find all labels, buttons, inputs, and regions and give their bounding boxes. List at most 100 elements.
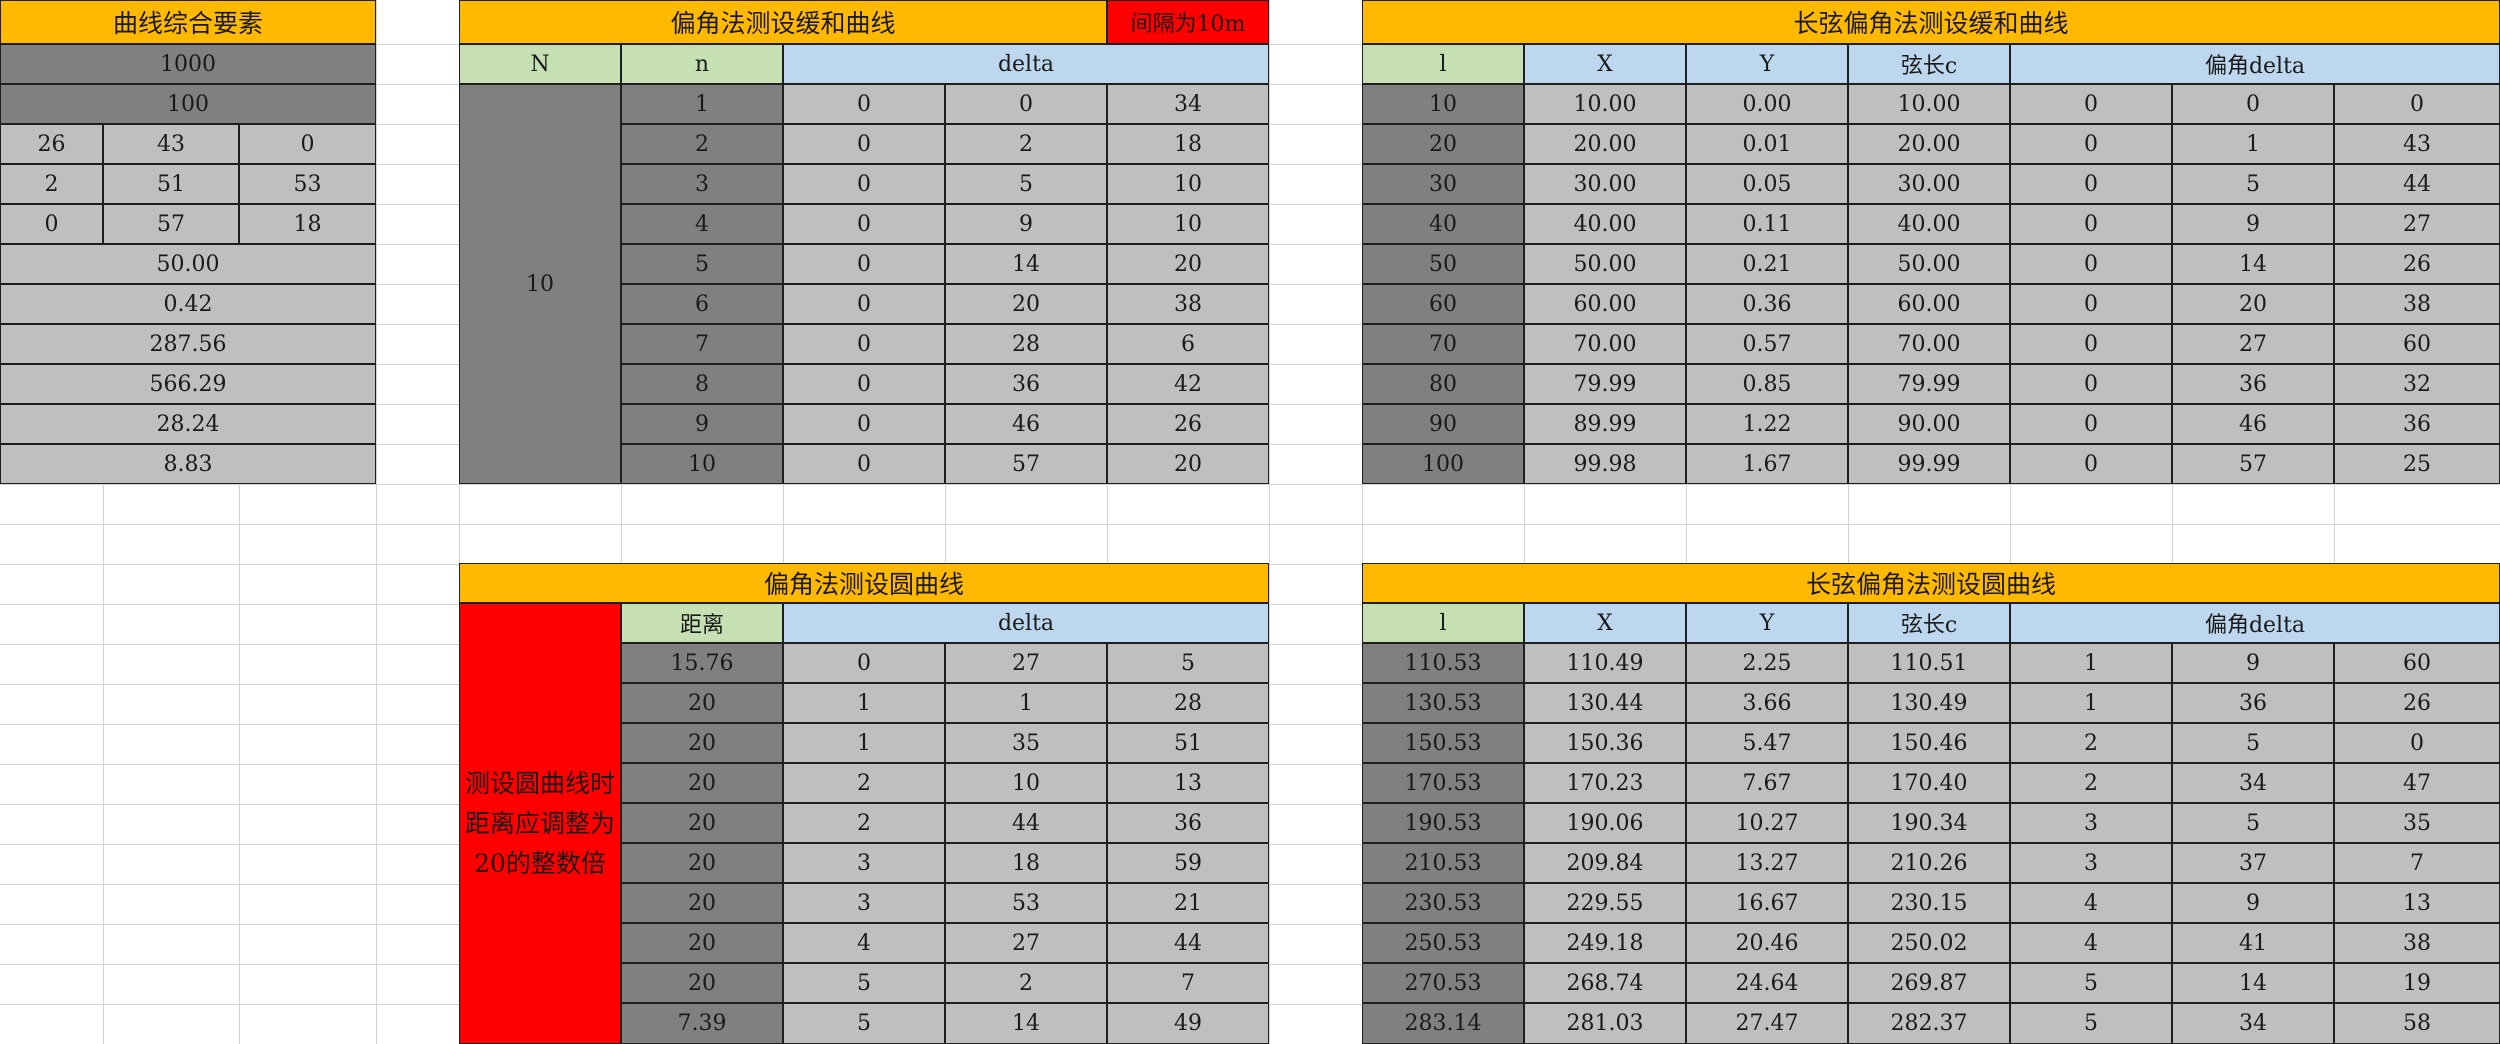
l-value-cell[interactable]: 70 <box>1362 324 1524 364</box>
delta-degree-cell[interactable]: 0 <box>783 324 945 364</box>
delta-degree-cell[interactable]: 3 <box>2010 803 2172 843</box>
l-value-cell[interactable]: 210.53 <box>1362 843 1524 883</box>
delta-degree-cell[interactable]: 0 <box>2010 364 2172 404</box>
long-chord-circular-title[interactable]: 长弦偏角法测设圆曲线 <box>1362 563 2500 603</box>
l-value-cell[interactable]: 283.14 <box>1362 1003 1524 1044</box>
x-value-cell[interactable]: 60.00 <box>1524 284 1686 324</box>
interval-note-cell[interactable]: 间隔为10m <box>1107 0 1269 44</box>
l-value-cell[interactable]: 190.53 <box>1362 803 1524 843</box>
delta-second-cell[interactable]: 32 <box>2334 364 2500 404</box>
angle-degree-cell[interactable]: 2 <box>0 164 103 204</box>
delta-minute-cell[interactable]: 57 <box>2172 444 2334 484</box>
header-l[interactable]: l <box>1362 603 1524 643</box>
delta-degree-cell[interactable]: 0 <box>2010 124 2172 164</box>
delta-minute-cell[interactable]: 46 <box>945 404 1107 444</box>
delta-minute-cell[interactable]: 9 <box>945 204 1107 244</box>
delta-minute-cell[interactable]: 28 <box>945 324 1107 364</box>
l-value-cell[interactable]: 170.53 <box>1362 763 1524 803</box>
l-value-cell[interactable]: 60 <box>1362 284 1524 324</box>
delta-second-cell[interactable]: 38 <box>1107 284 1269 324</box>
x-value-cell[interactable]: 281.03 <box>1524 1003 1686 1044</box>
chord-value-cell[interactable]: 79.99 <box>1848 364 2010 404</box>
y-value-cell[interactable]: 20.46 <box>1686 923 1848 963</box>
point-index-cell[interactable]: 4 <box>621 204 783 244</box>
distance-cell[interactable]: 20 <box>621 883 783 923</box>
element-value-cell[interactable]: 566.29 <box>0 364 376 404</box>
l-value-cell[interactable]: 270.53 <box>1362 963 1524 1003</box>
delta-second-cell[interactable]: 21 <box>1107 883 1269 923</box>
y-value-cell[interactable]: 27.47 <box>1686 1003 1848 1044</box>
point-index-cell[interactable]: 8 <box>621 364 783 404</box>
delta-degree-cell[interactable]: 2 <box>2010 763 2172 803</box>
chord-value-cell[interactable]: 150.46 <box>1848 723 2010 763</box>
element-value-cell[interactable]: 8.83 <box>0 444 376 484</box>
delta-minute-cell[interactable]: 2 <box>945 124 1107 164</box>
angle-minute-cell[interactable]: 57 <box>103 204 239 244</box>
delta-minute-cell[interactable]: 5 <box>945 164 1107 204</box>
delta-degree-cell[interactable]: 1 <box>783 683 945 723</box>
chord-value-cell[interactable]: 230.15 <box>1848 883 2010 923</box>
delta-minute-cell[interactable]: 36 <box>945 364 1107 404</box>
y-value-cell[interactable]: 5.47 <box>1686 723 1848 763</box>
delta-second-cell[interactable]: 38 <box>2334 923 2500 963</box>
delta-degree-cell[interactable]: 2 <box>783 763 945 803</box>
delta-degree-cell[interactable]: 3 <box>783 843 945 883</box>
delta-second-cell[interactable]: 26 <box>2334 683 2500 723</box>
l-value-cell[interactable]: 50 <box>1362 244 1524 284</box>
x-value-cell[interactable]: 70.00 <box>1524 324 1686 364</box>
header-delta[interactable]: 偏角delta <box>2010 603 2500 643</box>
chord-value-cell[interactable]: 40.00 <box>1848 204 2010 244</box>
l-value-cell[interactable]: 80 <box>1362 364 1524 404</box>
N-value-cell[interactable]: 10 <box>459 84 621 484</box>
delta-degree-cell[interactable]: 0 <box>2010 404 2172 444</box>
l-value-cell[interactable]: 110.53 <box>1362 643 1524 683</box>
delta-degree-cell[interactable]: 0 <box>783 84 945 124</box>
delta-minute-cell[interactable]: 0 <box>945 84 1107 124</box>
header-N[interactable]: N <box>459 44 621 84</box>
distance-cell[interactable]: 15.76 <box>621 643 783 683</box>
delta-degree-cell[interactable]: 1 <box>2010 683 2172 723</box>
l-value-cell[interactable]: 90 <box>1362 404 1524 444</box>
chord-value-cell[interactable]: 10.00 <box>1848 84 2010 124</box>
delta-degree-cell[interactable]: 5 <box>2010 1003 2172 1044</box>
delta-second-cell[interactable]: 44 <box>2334 164 2500 204</box>
element-value-cell[interactable]: 100 <box>0 84 376 124</box>
distance-cell[interactable]: 20 <box>621 963 783 1003</box>
delta-degree-cell[interactable]: 0 <box>2010 84 2172 124</box>
chord-value-cell[interactable]: 250.02 <box>1848 923 2010 963</box>
delta-second-cell[interactable]: 60 <box>2334 324 2500 364</box>
distance-cell[interactable]: 20 <box>621 803 783 843</box>
delta-degree-cell[interactable]: 0 <box>783 444 945 484</box>
header-delta[interactable]: 偏角delta <box>2010 44 2500 84</box>
delta-degree-cell[interactable]: 2 <box>783 803 945 843</box>
element-value-cell[interactable]: 287.56 <box>0 324 376 364</box>
y-value-cell[interactable]: 24.64 <box>1686 963 1848 1003</box>
deflection-transition-title[interactable]: 偏角法测设缓和曲线 <box>459 0 1107 44</box>
delta-second-cell[interactable]: 60 <box>2334 643 2500 683</box>
delta-minute-cell[interactable]: 20 <box>2172 284 2334 324</box>
y-value-cell[interactable]: 0.36 <box>1686 284 1848 324</box>
element-value-cell[interactable]: 50.00 <box>0 244 376 284</box>
chord-value-cell[interactable]: 20.00 <box>1848 124 2010 164</box>
chord-value-cell[interactable]: 110.51 <box>1848 643 2010 683</box>
delta-second-cell[interactable]: 47 <box>2334 763 2500 803</box>
delta-second-cell[interactable]: 58 <box>2334 1003 2500 1044</box>
delta-minute-cell[interactable]: 53 <box>945 883 1107 923</box>
chord-value-cell[interactable]: 50.00 <box>1848 244 2010 284</box>
delta-minute-cell[interactable]: 35 <box>945 723 1107 763</box>
delta-degree-cell[interactable]: 0 <box>783 404 945 444</box>
point-index-cell[interactable]: 10 <box>621 444 783 484</box>
delta-second-cell[interactable]: 42 <box>1107 364 1269 404</box>
y-value-cell[interactable]: 2.25 <box>1686 643 1848 683</box>
l-value-cell[interactable]: 100 <box>1362 444 1524 484</box>
l-value-cell[interactable]: 130.53 <box>1362 683 1524 723</box>
x-value-cell[interactable]: 130.44 <box>1524 683 1686 723</box>
l-value-cell[interactable]: 30 <box>1362 164 1524 204</box>
header-distance[interactable]: 距离 <box>621 603 783 643</box>
distance-cell[interactable]: 20 <box>621 763 783 803</box>
x-value-cell[interactable]: 20.00 <box>1524 124 1686 164</box>
x-value-cell[interactable]: 150.36 <box>1524 723 1686 763</box>
delta-second-cell[interactable]: 26 <box>2334 244 2500 284</box>
delta-second-cell[interactable]: 20 <box>1107 444 1269 484</box>
delta-second-cell[interactable]: 20 <box>1107 244 1269 284</box>
